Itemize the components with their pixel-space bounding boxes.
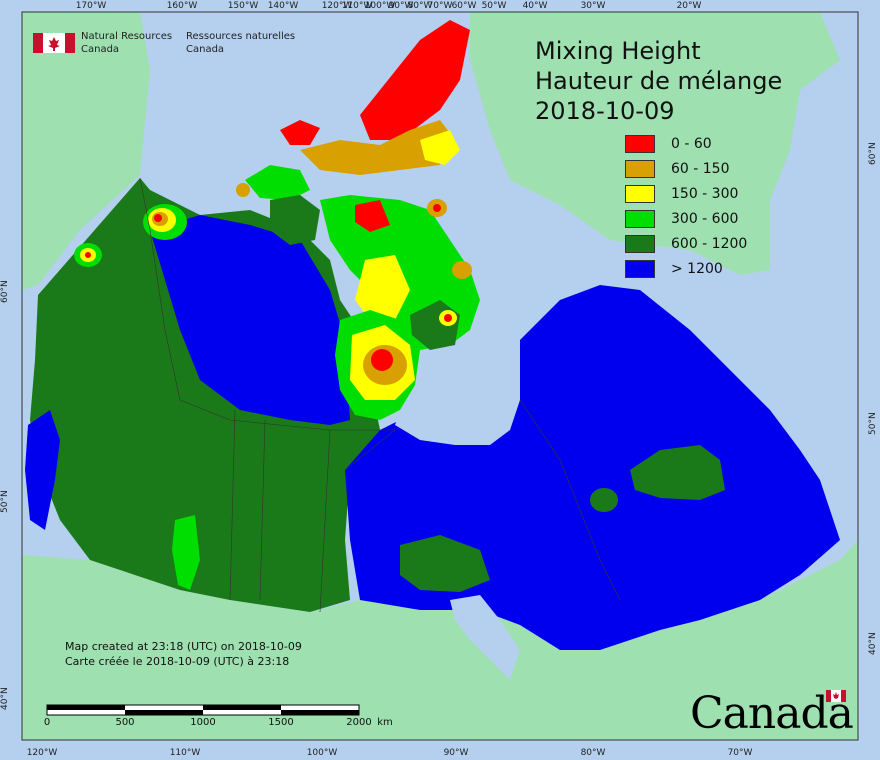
canada-north-blue [150,215,350,425]
tick-top: 110°W [341,1,373,11]
labrador-green [630,445,725,500]
arctic-island-north [360,20,470,140]
scale-label: 1500 [268,717,294,728]
nrcan-flag-icon [33,33,75,53]
tick-bottom: 90°W [443,748,469,758]
keewatin-red [371,349,393,371]
tick-top: 20°W [676,1,702,11]
scale-label: 0 [43,717,51,728]
tick-bottom: 80°W [580,748,606,758]
map-title-date: 2018-10-09 [535,97,675,125]
tick-right: 40°N [868,632,878,655]
arctic-island-west-green [245,165,310,200]
scale-bar [46,704,360,716]
legend-item: 600 - 1200 [625,234,747,254]
map-title-en: Mixing Height [535,37,701,65]
baffin-yellow [355,255,410,320]
legend-label: 0 - 60 [671,136,712,152]
org-name-fr-line1: Ressources naturelles [186,31,296,42]
arctic-island-yellow-patch [420,130,460,165]
legend-item: 150 - 300 [625,184,738,204]
greenland-land [470,12,840,275]
hudson-bay [395,360,520,445]
ontario-green [400,535,490,592]
arctic-west-spot [236,183,250,197]
tick-top: 170°W [75,1,107,11]
legend-swatch [625,260,655,278]
tick-top: 80°W [407,1,433,11]
org-name-fr-line2: Canada [186,44,225,55]
tick-top: 100°W [364,1,396,11]
baffin-spot-2 [452,261,472,279]
legend-item: > 1200 [625,259,723,279]
legend-swatch [625,185,655,203]
yukon-hotspot-core [154,214,162,222]
credit-en: Map created at 23:18 (UTC) on 2018-10-09 [65,640,302,653]
legend-label: 300 - 600 [671,211,739,227]
legend-swatch [625,160,655,178]
legend-swatch [625,235,655,253]
legend-label: > 1200 [671,261,723,277]
arctic-island-orange [300,120,455,175]
tick-top: 90°W [388,1,414,11]
tick-top: 50°W [481,1,507,11]
usa-land [22,540,858,740]
scale-unit: km [377,717,393,728]
tick-bottom: 70°W [727,748,753,758]
legend-swatch [625,210,655,228]
legend-label: 60 - 150 [671,161,730,177]
scale-label: 500 [115,717,135,728]
legend-item: 300 - 600 [625,209,738,229]
tick-bottom: 100°W [306,748,338,758]
baffin-spot-3-core [444,314,452,322]
legend-label: 150 - 300 [671,186,739,202]
map-frame [21,11,859,741]
canada-wordmark: Canada [690,688,854,739]
tick-top: 160°W [166,1,198,11]
province-borders [139,177,621,613]
org-name-en-line2: Canada [81,44,120,55]
quebec-green-spot [590,488,618,512]
legend-swatch [625,135,655,153]
legend-label: 600 - 1200 [671,236,748,252]
org-name-en: Natural Resources Canada [81,30,172,56]
org-name-fr: Ressources naturelles Canada [186,30,295,56]
tick-left: 40°N [0,687,10,710]
scale-label: 1000 [190,717,216,728]
legend-item: 0 - 60 [625,134,712,154]
baffin-spot-1-core [433,204,441,212]
canada-wordmark-flag-icon [826,690,846,702]
arctic-island-left-red [280,120,320,145]
bc-light-green [172,515,200,590]
tick-left: 60°N [0,280,10,303]
tick-top: 30°W [580,1,606,11]
tick-top: 40°W [522,1,548,11]
tick-right: 50°N [868,412,878,435]
org-name-en-line1: Natural Resources [81,31,173,42]
tick-left: 50°N [0,490,10,513]
alaska-hotspot-core [85,252,91,258]
scale-label: 2000 [346,717,372,728]
alaska-land [22,12,150,290]
tick-bottom: 120°W [26,748,58,758]
legend-item: 60 - 150 [625,159,730,179]
arctic-island-west-dkgreen [270,195,320,245]
baffin-red-spots [355,200,390,232]
tick-top: 120°W [321,1,353,11]
west-coast-blue [25,410,60,530]
map-title-fr: Hauteur de mélange [535,67,783,95]
great-lakes [450,595,520,680]
tick-top: 60°W [451,1,477,11]
tick-top: 70°W [427,1,453,11]
tick-bottom: 110°W [169,748,201,758]
tick-right: 60°N [868,142,878,165]
tick-top: 150°W [227,1,259,11]
tick-top: 140°W [267,1,299,11]
credit-fr: Carte créée le 2018-10-09 (UTC) à 23:18 [65,655,290,668]
